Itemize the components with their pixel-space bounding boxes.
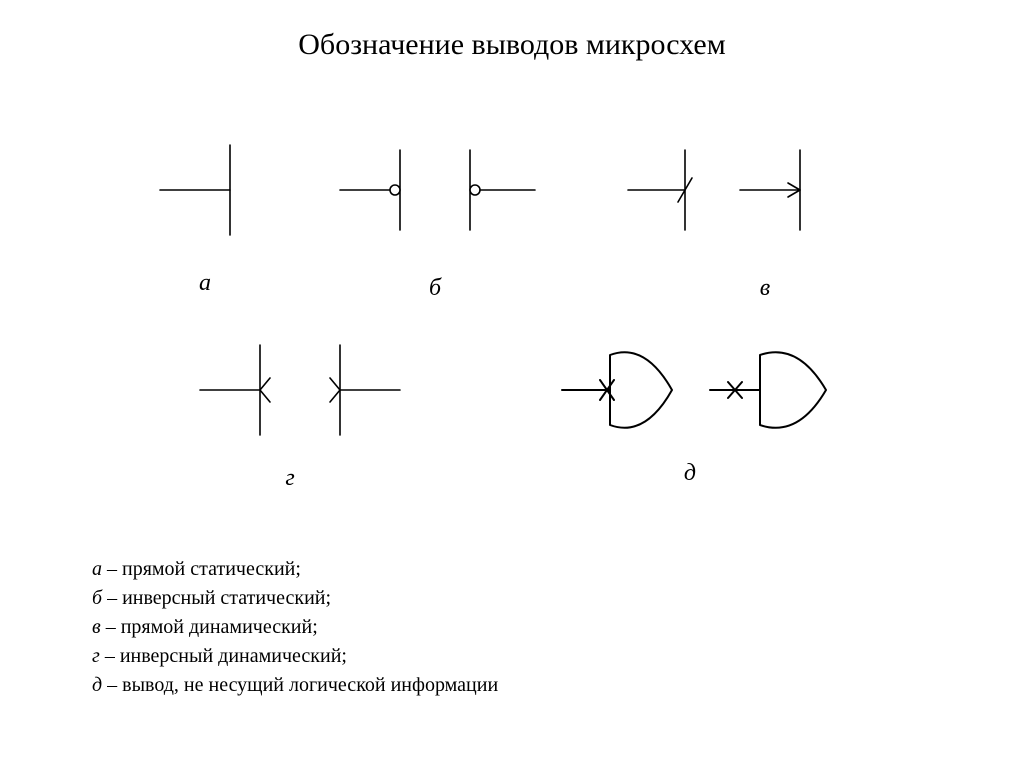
legend-line: а – прямой статический; [92,555,498,584]
legend-line: б – инверсный статический; [92,584,498,613]
symbol-g [190,330,410,450]
legend-line: в – прямой динамический; [92,613,498,642]
legend-text: – инверсный статический; [102,587,331,609]
legend-text: – прямой статический; [102,558,301,580]
label-g: г [275,465,305,492]
legend-key: в [92,616,101,638]
page: Обозначение выводов микросхем а [0,0,1024,768]
legend-line: г – инверсный динамический; [92,642,498,671]
symbol-a [140,130,270,250]
legend-key: д [92,674,102,696]
label-v: в [750,275,780,302]
legend-text: – вывод, не несущий логической информаци… [102,674,498,696]
legend: а – прямой статический; б – инверсный ст… [92,555,498,700]
legend-text: – прямой динамический; [101,616,318,638]
legend-line: д – вывод, не несущий логической информа… [92,671,498,700]
legend-key: г [92,645,100,667]
label-a: а [190,270,220,297]
page-title: Обозначение выводов микросхем [0,28,1024,62]
symbol-v [620,130,840,250]
legend-key: а [92,558,102,580]
symbol-d [550,330,850,450]
legend-text: – инверсный динамический; [100,645,347,667]
legend-key: б [92,587,102,609]
diagram-area: а б [80,120,920,500]
label-b: б [420,275,450,302]
label-d: д [675,460,705,487]
symbol-b [330,130,550,250]
